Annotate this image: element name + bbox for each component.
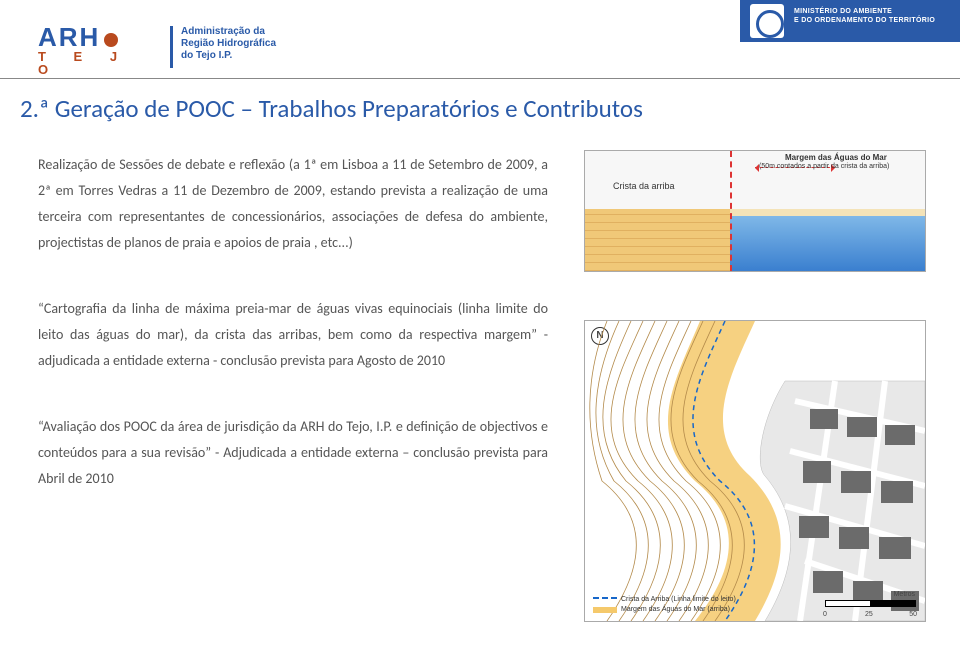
cliff-shape	[585, 209, 730, 271]
logo-admin: Administração daRegião Hidrográficado Te…	[170, 26, 340, 68]
header: ARH T E J O Administração daRegião Hidro…	[0, 0, 960, 78]
figure-cross-section: Crista da arriba Margem das Águas do Mar…	[584, 150, 926, 272]
logo-main-text: ARH	[38, 22, 100, 52]
figure-topographic-map: N	[584, 320, 926, 622]
label-margem-title: Margem das Águas do Mar	[785, 153, 887, 162]
ministry-band: MINISTÉRIO DO AMBIENTEE DO ORDENAMENTO D…	[740, 0, 960, 42]
scale-50: 50	[909, 611, 917, 618]
urban-area	[760, 381, 925, 621]
legend-a: Crista da Arriba (Linha limite do leito)	[621, 595, 736, 604]
paragraph-3: “Avaliação dos POOC da área de jurisdiçã…	[38, 414, 548, 492]
logo-sub-text: T E J O	[38, 50, 158, 76]
scale-0: 0	[823, 611, 827, 618]
logo-admin-text: Administração daRegião Hidrográficado Te…	[181, 26, 276, 62]
scale-bar: Metros 0 25 50	[825, 597, 915, 615]
paragraph-1: Realização de Sessões de debate e reflex…	[38, 152, 548, 256]
paragraph-2: “Cartografia da linha de máxima preia-ma…	[38, 296, 548, 374]
scale-25: 25	[865, 611, 873, 618]
legend-b: Margem das Águas do Mar (arriba)	[621, 605, 730, 614]
page-title: 2.ª Geração de POOC – Trabalhos Preparat…	[20, 96, 643, 121]
label-margem-sub: (50m contados a partir da crista da arri…	[759, 163, 889, 170]
sea-shape	[730, 216, 925, 271]
crest-icon	[750, 4, 784, 38]
body-column: Realização de Sessões de debate e reflex…	[38, 152, 548, 532]
label-crista: Crista da arriba	[613, 181, 675, 191]
logo-arh: ARH T E J O	[38, 24, 158, 64]
margin-line	[730, 151, 732, 271]
ministry-text: MINISTÉRIO DO AMBIENTEE DO ORDENAMENTO D…	[794, 7, 954, 25]
header-divider	[0, 78, 960, 80]
scale-unit: Metros	[894, 591, 915, 598]
topo-svg	[585, 321, 925, 621]
map-legend: Crista da Arriba (Linha limite do leito)…	[593, 595, 753, 617]
